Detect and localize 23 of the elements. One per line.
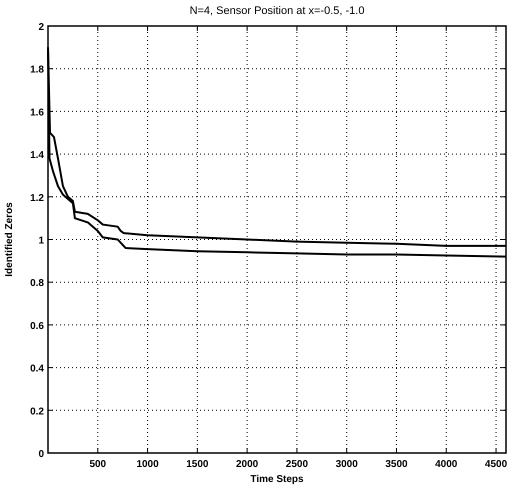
x-tick-label: 1000: [136, 459, 160, 470]
y-tick-label: 1.6: [30, 107, 44, 118]
x-tick-label: 4500: [484, 459, 508, 470]
x-axis-title: Time Steps: [250, 474, 304, 485]
x-tick-label: 500: [89, 459, 107, 470]
y-tick-label: 1: [38, 236, 44, 246]
y-tick-label: 1.4: [30, 150, 44, 162]
x-tick-label: 2500: [286, 459, 308, 470]
x-tick-label: 3500: [385, 459, 408, 470]
chart-title: N=4, Sensor Position at x=-0.5, -1.0: [190, 5, 364, 17]
y-tick-label: 1.2: [30, 192, 44, 204]
x-tick-label: 4000: [435, 459, 458, 470]
y-axis-title: Identified Zeros: [4, 202, 15, 277]
y-tick-label: 0: [38, 449, 44, 460]
y-tick-label: 0.6: [30, 320, 44, 332]
y-tick-label: 1.8: [30, 64, 44, 76]
y-tick-label: 2: [38, 22, 44, 33]
y-tick-label: 0.4: [30, 364, 44, 375]
y-tick-label: 0.8: [30, 278, 44, 290]
x-tick-label: 1500: [186, 459, 209, 470]
x-tick-label: 3000: [336, 459, 358, 470]
x-tick-label: 2000: [236, 459, 259, 470]
y-tick-label: 0.2: [30, 406, 44, 418]
